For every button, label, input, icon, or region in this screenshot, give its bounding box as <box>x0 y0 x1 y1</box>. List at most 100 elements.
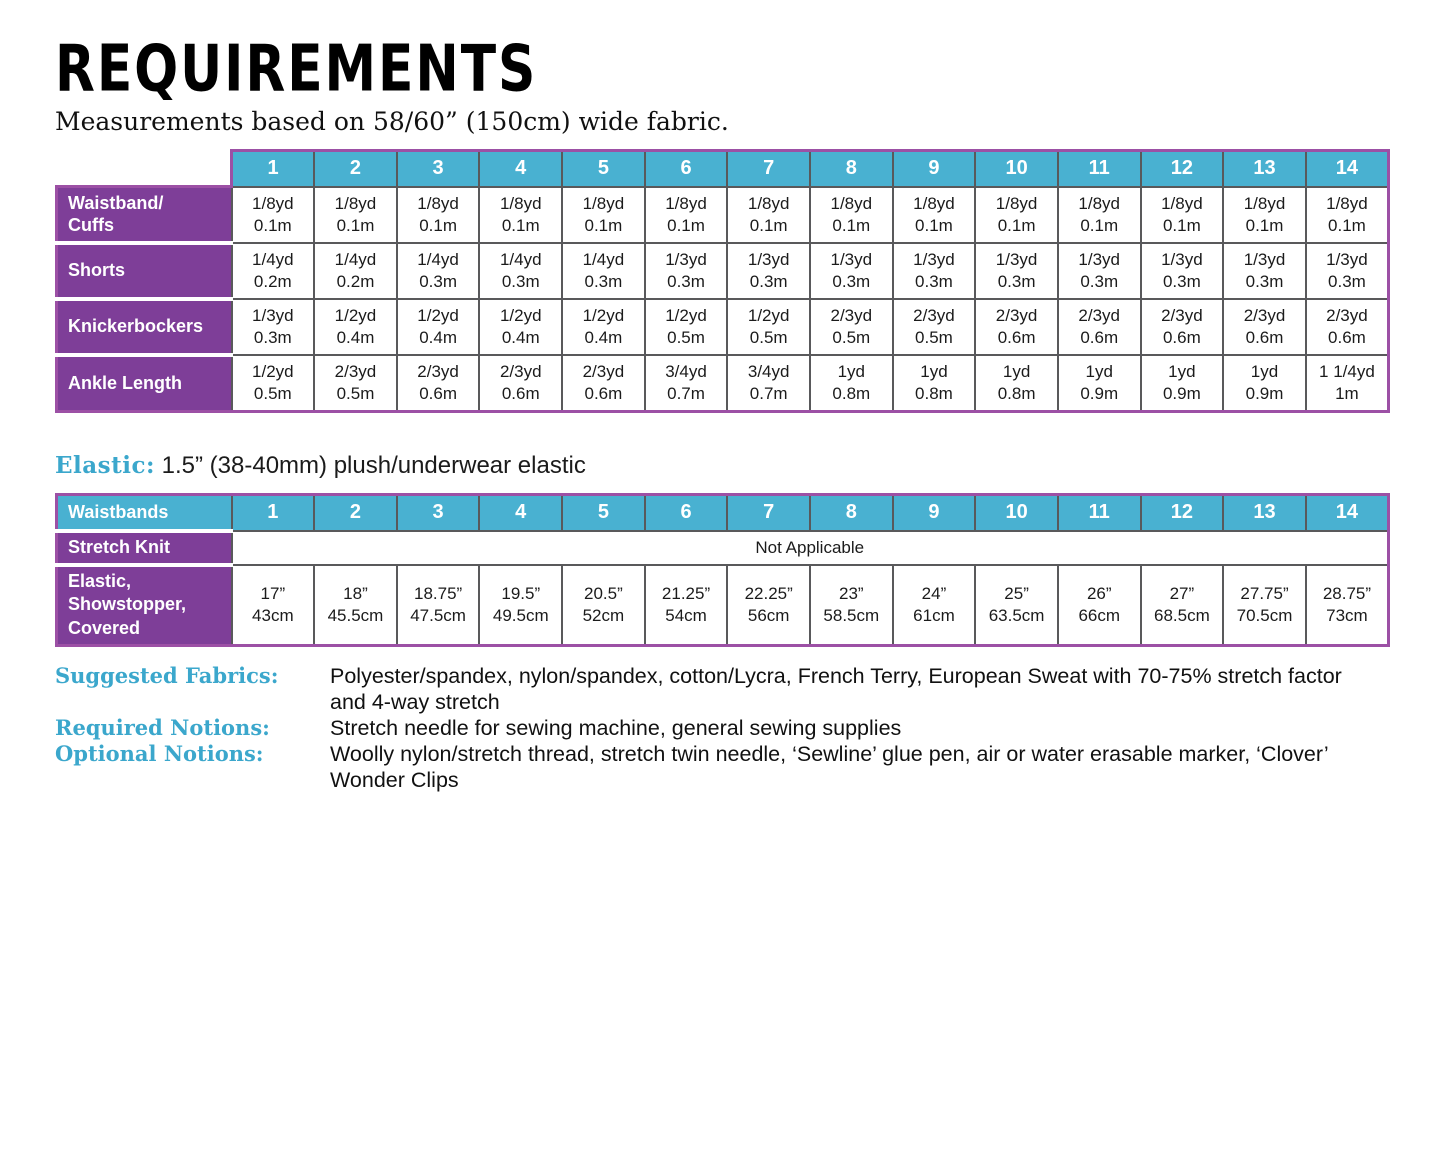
size-column-header: 2 <box>313 492 398 532</box>
size-column-header: 4 <box>478 492 564 532</box>
measurement-cell: 1/3yd 0.3m <box>726 241 811 300</box>
size-column-header: 6 <box>643 492 729 532</box>
notes-section: Suggested Fabrics: Polyester/spandex, ny… <box>55 663 1390 793</box>
measurement-cell: 1/2yd 0.5m <box>230 353 316 413</box>
waistband-table-body: Waistbands 1 2 3 4 5 6 7 8 9 10 11 12 13 14 Stretch Kni… <box>55 492 1390 647</box>
size-column-header: 10 <box>974 492 1059 532</box>
size-column-header: 11 <box>1056 148 1142 188</box>
size-column-header: 3 <box>395 148 481 188</box>
measurement-cell: 1/8yd 0.1m <box>395 185 481 244</box>
row-header: Ankle Length <box>55 352 233 413</box>
waistband-measurement-cell: 18” 45.5cm <box>313 563 398 647</box>
waistband-measurement-cell: 26” 66cm <box>1056 563 1142 647</box>
measurement-cell: 1/2yd 0.4m <box>478 297 564 356</box>
elastic-note: Elastic: 1.5” (38-40mm) plush/underwear … <box>55 452 1390 480</box>
measurement-cell: 1/4yd 0.3m <box>395 241 481 300</box>
measurement-cell: 2/3yd 0.6m <box>478 353 564 413</box>
waistband-measurement-cell: 20.5” 52cm <box>561 563 646 647</box>
size-column-header: 14 <box>1304 492 1390 532</box>
measurement-cell: 1/3yd 0.3m <box>1056 241 1142 300</box>
row-header: Knickerbockers <box>55 296 233 357</box>
waistband-table: Waistbands 1 2 3 4 5 6 7 8 9 10 11 12 13 14 Stretch Kni… <box>55 492 1390 647</box>
measurement-cell: 1/3yd 0.3m <box>643 241 729 300</box>
measurement-cell: 1/8yd 0.1m <box>313 185 398 244</box>
measurement-cell: 1yd 0.8m <box>808 353 894 413</box>
suggested-fabrics-text: Polyester/spandex, nylon/spandex, cotton… <box>330 663 1342 714</box>
size-column-header: 6 <box>643 148 729 188</box>
suggested-fabrics-row: Suggested Fabrics: Polyester/spandex, ny… <box>55 663 1390 715</box>
measurement-cell: 2/3yd 0.5m <box>313 353 398 413</box>
measurement-cell: 1/3yd 0.3m <box>1304 241 1390 300</box>
measurement-cell: 1yd 0.8m <box>974 353 1059 413</box>
measurement-cell: 1/3yd 0.3m <box>230 297 316 356</box>
measurement-cell: 1yd 0.9m <box>1056 353 1142 413</box>
table-corner-blank <box>56 150 232 187</box>
measurement-cell: 2/3yd 0.6m <box>395 353 481 413</box>
measurement-cell: 1/3yd 0.3m <box>974 241 1059 300</box>
measurement-cell: 3/4yd 0.7m <box>726 353 811 413</box>
measurement-cell: 1/4yd 0.2m <box>230 241 316 300</box>
measurement-cell: 2/3yd 0.6m <box>1304 297 1390 356</box>
measurement-cell: 1/8yd 0.1m <box>808 185 894 244</box>
size-column-header: 1 <box>230 492 316 532</box>
size-column-header: 13 <box>1222 148 1307 188</box>
measurement-cell: 1yd 0.9m <box>1139 353 1225 413</box>
size-column-header: 12 <box>1139 148 1225 188</box>
measurement-cell: 2/3yd 0.5m <box>808 297 894 356</box>
size-column-header: 3 <box>395 492 481 532</box>
size-column-header: 10 <box>974 148 1059 188</box>
measurement-cell: 3/4yd 0.7m <box>643 353 729 413</box>
size-column-header: 9 <box>891 148 977 188</box>
size-column-header: 12 <box>1139 492 1225 532</box>
size-column-header: 8 <box>808 492 894 532</box>
waistband-measurement-cell: 23” 58.5cm <box>808 563 894 647</box>
measurement-cell: 1/4yd 0.3m <box>478 241 564 300</box>
measurement-cell: 2/3yd 0.6m <box>1056 297 1142 356</box>
elastic-note-text: 1.5” (38-40mm) plush/underwear elastic <box>154 451 586 479</box>
measurement-cell: 1/3yd 0.3m <box>891 241 977 300</box>
measurement-cell: 1/8yd 0.1m <box>891 185 977 244</box>
measurement-cell: 2/3yd 0.6m <box>974 297 1059 356</box>
measurement-cell: 1/4yd 0.2m <box>313 241 398 300</box>
row-header: Stretch Knit <box>55 528 233 567</box>
waistband-measurement-cell: 28.75” 73cm <box>1304 563 1390 647</box>
measurement-cell: 2/3yd 0.6m <box>1139 297 1225 356</box>
size-column-header: 5 <box>561 148 646 188</box>
measurement-cell: 1/8yd 0.1m <box>478 185 564 244</box>
size-column-header: 7 <box>726 148 811 188</box>
measurement-cell: 1/2yd 0.4m <box>313 297 398 356</box>
waistband-measurement-cell: 22.25” 56cm <box>726 563 811 647</box>
measurement-cell: 1yd 0.9m <box>1222 353 1307 413</box>
size-column-header: 14 <box>1304 148 1390 188</box>
measurement-cell: 1/2yd 0.5m <box>726 297 811 356</box>
waistband-measurement-cell: 27” 68.5cm <box>1139 563 1225 647</box>
measurement-cell: 1/2yd 0.4m <box>561 297 646 356</box>
waistbands-header-label: Waistbands <box>55 492 233 532</box>
measurement-cell: 1/2yd 0.5m <box>643 297 729 356</box>
measurement-cell: 1/8yd 0.1m <box>643 185 729 244</box>
measurement-cell: 1/8yd 0.1m <box>1139 185 1225 244</box>
measurement-cell: 1/8yd 0.1m <box>1222 185 1307 244</box>
size-column-header: 13 <box>1222 492 1307 532</box>
fabric-requirements-table: 1 2 3 4 5 6 7 8 9 10 11 12 13 14 Waistband/ Cuffs 1/8yd… <box>55 148 1390 413</box>
size-column-header: 1 <box>230 148 316 188</box>
measurement-cell: 1/8yd 0.1m <box>1304 185 1390 244</box>
size-column-header: 4 <box>478 148 564 188</box>
optional-notions-text: Woolly nylon/stretch thread, stretch twi… <box>330 741 1328 792</box>
measurement-cell: 1/3yd 0.3m <box>808 241 894 300</box>
suggested-fabrics-label: Suggested Fabrics: <box>55 662 279 688</box>
page-subtitle: Measurements based on 58/60” (150cm) wid… <box>55 106 729 136</box>
measurement-cell: 2/3yd 0.6m <box>561 353 646 413</box>
required-notions-label: Required Notions: <box>55 714 270 740</box>
measurement-cell: 1/3yd 0.3m <box>1222 241 1307 300</box>
required-notions-text: Stretch needle for sewing machine, gener… <box>330 715 902 740</box>
size-column-header: 2 <box>313 148 398 188</box>
page-title: REQUIREMENTS <box>55 31 538 106</box>
measurement-cell: 1/8yd 0.1m <box>561 185 646 244</box>
waistband-measurement-cell: 18.75” 47.5cm <box>395 563 481 647</box>
not-applicable-cell: Not Applicable <box>230 529 1390 566</box>
waistband-measurement-cell: 27.75” 70.5cm <box>1222 563 1307 647</box>
measurement-cell: 1 1/4yd 1m <box>1304 353 1390 413</box>
size-column-header: 8 <box>808 148 894 188</box>
waistband-measurement-cell: 21.25” 54cm <box>643 563 729 647</box>
